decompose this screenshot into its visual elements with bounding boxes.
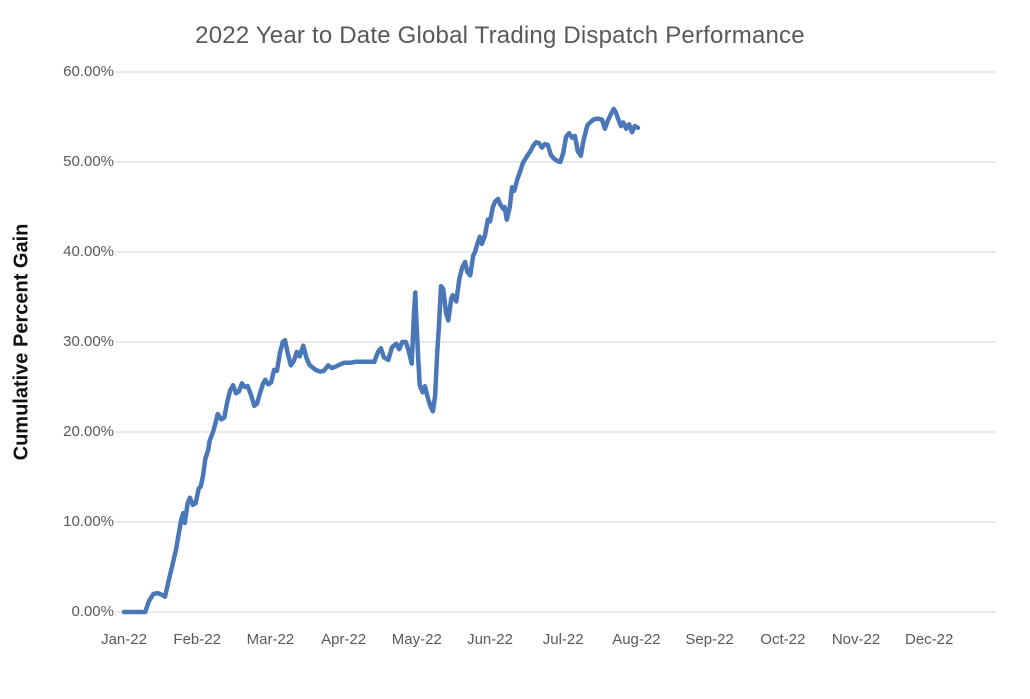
x-tick-label: Oct-22 [760,631,806,648]
x-tick-label: May-22 [391,631,442,648]
y-tick-label: 60.00% [63,63,114,80]
x-tick-label: Sep-22 [685,631,734,648]
x-tick-label: Aug-22 [612,631,661,648]
x-tick-label: Dec-22 [905,631,954,648]
performance-line [121,106,641,615]
y-tick-label: 50.00% [63,153,114,170]
x-tick-label: Apr-22 [321,631,367,648]
x-tick-label: Feb-22 [173,631,221,648]
y-tick-label: 20.00% [63,423,114,440]
x-tick-label: Jan-22 [101,631,147,648]
y-tick-label: 0.00% [71,603,114,620]
y-tick-label: 30.00% [63,333,114,350]
x-tick-label: Jul-22 [542,631,584,648]
x-tick-label: Jun-22 [467,631,513,648]
x-tick-label: Nov-22 [831,631,881,648]
x-tick-label: Mar-22 [246,631,295,648]
y-tick-label: 10.00% [63,513,114,530]
chart-title: 2022 Year to Date Global Trading Dispatc… [195,22,805,49]
y-tick-label: 40.00% [63,243,114,260]
